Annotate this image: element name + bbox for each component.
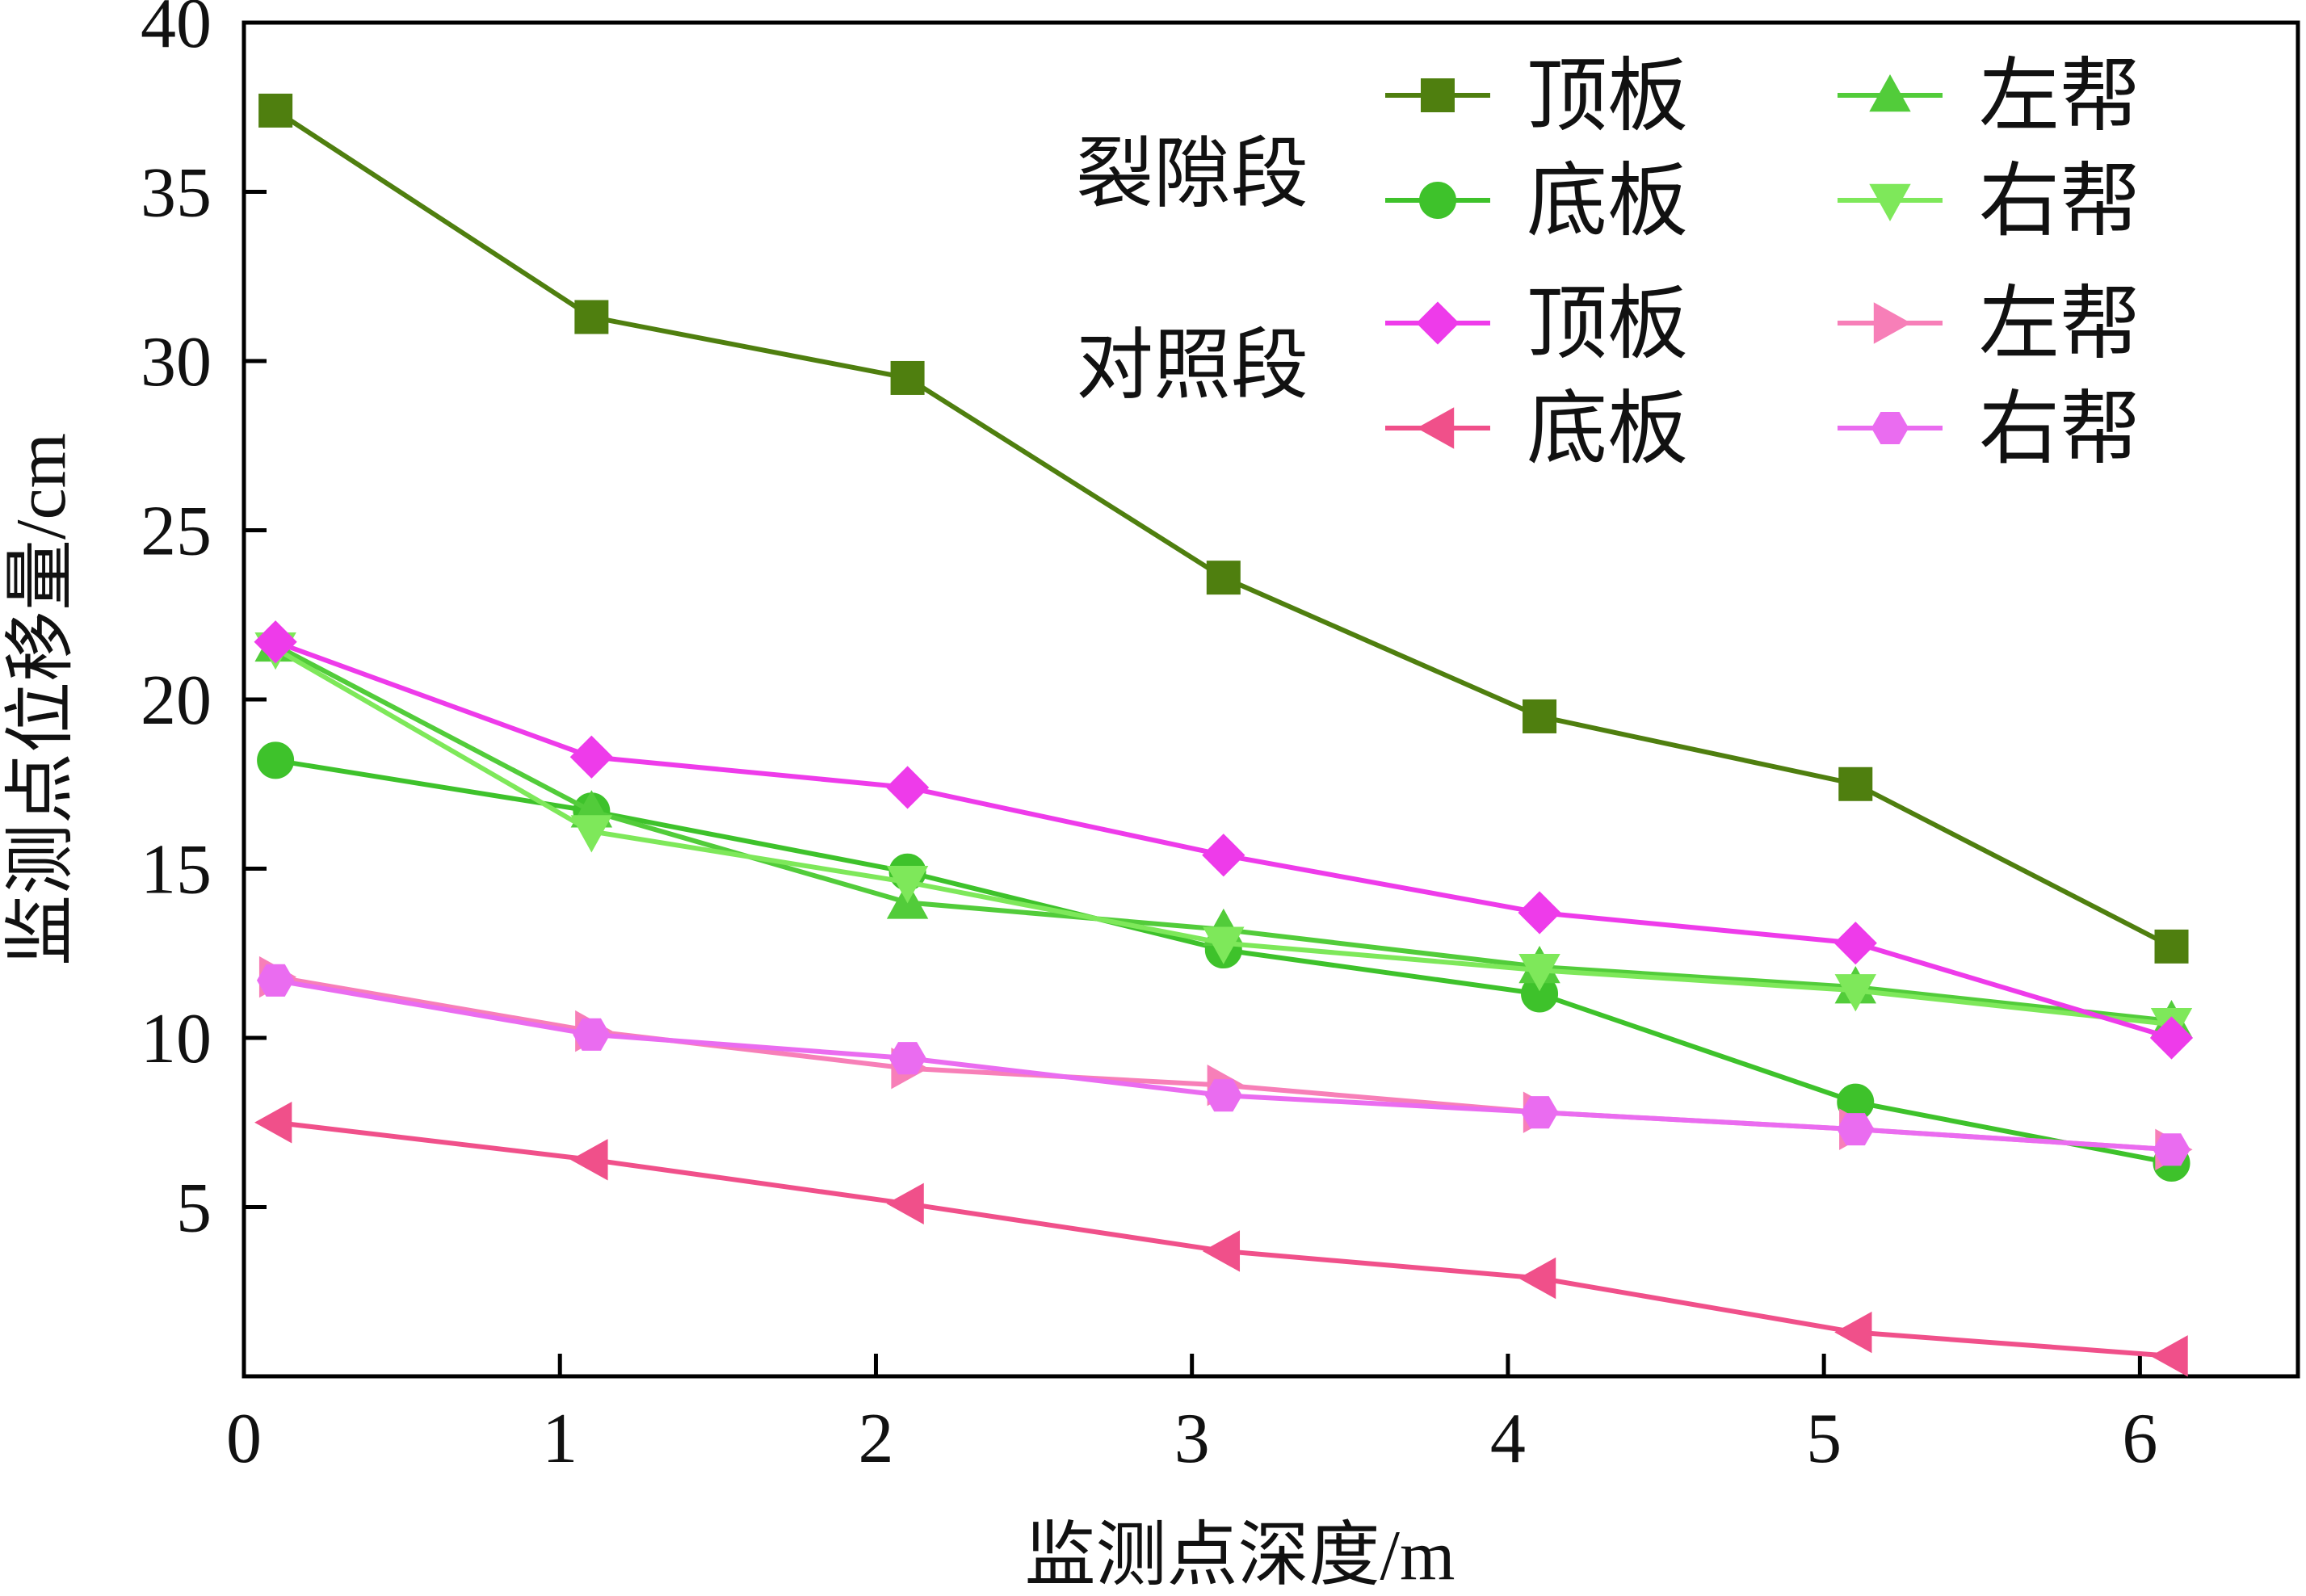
y-tick-label: 10 xyxy=(141,1000,212,1078)
x-tick-label: 2 xyxy=(858,1400,893,1478)
legend-marker xyxy=(1416,301,1460,345)
data-point xyxy=(886,1182,924,1225)
data-point xyxy=(2150,1335,2188,1377)
series-line xyxy=(275,1119,2172,1359)
legend-marker xyxy=(1869,183,1911,222)
y-tick-label: 30 xyxy=(141,323,212,401)
legend-item: 顶板 xyxy=(1385,52,1688,141)
series-7 xyxy=(258,956,2193,1170)
legend-item: 左帮 xyxy=(1838,279,2140,369)
data-point xyxy=(890,360,925,395)
data-point xyxy=(573,1018,611,1051)
x-axis-title: 监测点深度/m xyxy=(1025,1517,1455,1595)
legend-group-label: 对照段 xyxy=(1076,322,1308,409)
legend-marker xyxy=(1416,407,1455,449)
series-5 xyxy=(254,620,2194,1060)
data-point xyxy=(888,1042,926,1075)
x-tick-label: 5 xyxy=(1806,1400,1842,1478)
x-tick-label: 6 xyxy=(2122,1400,2157,1478)
data-point xyxy=(254,1102,292,1144)
x-tick-label: 1 xyxy=(542,1400,578,1478)
data-point xyxy=(1838,766,1873,801)
data-point xyxy=(1202,834,1245,877)
data-point xyxy=(2153,1133,2190,1166)
ticks-layer: 0 1 2 3 4 5 6 5 10 15 20 25 30 35 40 xyxy=(141,0,2157,1478)
series-3 xyxy=(254,624,2193,1038)
data-point xyxy=(256,964,295,997)
data-point xyxy=(1834,974,1876,1012)
data-point xyxy=(1834,1311,1872,1354)
y-tick-label: 5 xyxy=(176,1170,212,1248)
legend-group-label: 裂隙段 xyxy=(1076,131,1308,217)
y-tick-label: 15 xyxy=(141,831,212,909)
legend-item: 右帮 xyxy=(1838,384,2140,474)
data-point xyxy=(254,620,297,664)
x-tick-label: 0 xyxy=(226,1400,262,1478)
legend-marker xyxy=(1871,411,1909,445)
data-point xyxy=(885,766,930,809)
legend-label: 左帮 xyxy=(1979,52,2140,141)
data-point xyxy=(1523,699,1557,733)
legend-label: 右帮 xyxy=(1979,384,2140,474)
x-tick-label: 3 xyxy=(1174,1400,1210,1478)
series-1 xyxy=(258,93,2189,964)
data-point xyxy=(2149,1016,2194,1060)
series-layer xyxy=(254,93,2194,1377)
legend-item: 左帮 xyxy=(1838,52,2140,141)
data-point xyxy=(1204,1079,1242,1112)
data-point xyxy=(1518,1257,1556,1300)
data-point xyxy=(1520,1096,1559,1129)
legend-label: 底板 xyxy=(1527,384,1688,474)
y-tick-label: 20 xyxy=(141,662,212,740)
series-6 xyxy=(254,1102,2188,1377)
legend-label: 右帮 xyxy=(1979,157,2140,246)
legend-marker xyxy=(1419,182,1456,219)
series-line xyxy=(275,974,2172,1153)
legend-item: 底板 xyxy=(1385,157,1688,246)
legend-item: 右帮 xyxy=(1838,157,2140,246)
legend-label: 左帮 xyxy=(1979,279,2140,369)
data-point xyxy=(569,735,613,779)
y-tick-label: 35 xyxy=(141,154,212,233)
data-point xyxy=(1203,926,1245,964)
y-tick-label: 40 xyxy=(141,0,212,63)
data-point xyxy=(258,93,293,128)
x-tick-label: 4 xyxy=(1490,1400,1526,1478)
data-point xyxy=(1518,954,1560,992)
data-point xyxy=(1837,1113,1875,1146)
data-point xyxy=(1518,891,1561,934)
legend-item: 底板 xyxy=(1385,384,1688,474)
y-tick-label: 25 xyxy=(141,493,212,571)
data-point xyxy=(1206,561,1241,595)
y-axis-title: 监测点位移量/cm xyxy=(2,433,81,966)
legend-marker xyxy=(1873,302,1912,344)
series-8 xyxy=(256,964,2190,1166)
legend-item: 顶板 xyxy=(1385,279,1688,369)
legend-label: 顶板 xyxy=(1527,279,1688,369)
data-point xyxy=(570,815,613,853)
data-point xyxy=(257,741,295,779)
legend-label: 顶板 xyxy=(1527,52,1688,141)
series-line xyxy=(274,108,2173,949)
legend-marker xyxy=(1869,74,1911,112)
data-point xyxy=(2154,929,2189,964)
series-line xyxy=(275,977,2172,1153)
data-point xyxy=(570,1139,608,1181)
data-point xyxy=(886,866,929,904)
data-point xyxy=(1833,922,1877,965)
legend-marker xyxy=(1421,78,1455,112)
data-point xyxy=(574,300,609,334)
data-point xyxy=(1202,1230,1241,1272)
legend-label: 底板 xyxy=(1527,157,1688,246)
